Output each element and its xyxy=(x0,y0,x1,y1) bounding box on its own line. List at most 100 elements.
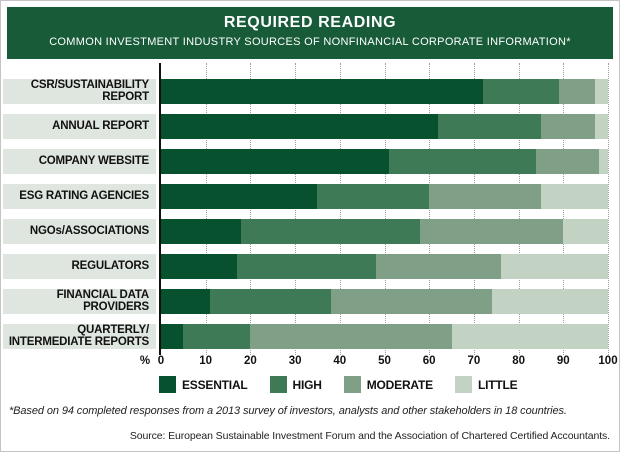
bar-segment-little xyxy=(451,324,608,349)
legend-label: ESSENTIAL xyxy=(182,377,248,392)
chart-row: ESG RATING AGENCIES xyxy=(1,184,619,209)
bar-segment-moderate xyxy=(536,149,600,174)
category-label: CSR/SUSTAINABILITY REPORT xyxy=(3,79,156,104)
stacked-bar xyxy=(161,289,608,314)
legend-item: MODERATE xyxy=(343,376,433,393)
gridline xyxy=(608,63,609,355)
x-tick-label: 60 xyxy=(422,355,436,367)
bar-segment-essential xyxy=(161,324,184,349)
bar-segment-little xyxy=(594,114,608,139)
legend-swatch xyxy=(159,376,176,393)
x-tick-label: 0 xyxy=(157,355,165,367)
bar-segment-moderate xyxy=(420,219,564,244)
bar-segment-essential xyxy=(161,184,318,209)
legend-label: LITTLE xyxy=(477,377,518,392)
category-label: NGOs/ASSOCIATIONS xyxy=(3,219,156,244)
y-axis-line xyxy=(159,63,161,355)
percent-axis-label: % xyxy=(139,355,151,367)
legend: ESSENTIAL HIGH MODERATE LITTLE xyxy=(159,376,518,393)
x-tick-label: 50 xyxy=(378,355,391,367)
bar-segment-moderate xyxy=(375,254,501,279)
chart-row: QUARTERLY/ INTERMEDIATE REPORTS xyxy=(1,324,619,349)
chart-row: NGOs/ASSOCIATIONS xyxy=(1,219,619,244)
bar-segment-little xyxy=(540,184,608,209)
legend-swatch xyxy=(454,376,472,393)
legend-label: MODERATE xyxy=(366,377,433,392)
bar-segment-little xyxy=(491,289,608,314)
gridline xyxy=(250,63,252,355)
bar-segment-moderate xyxy=(540,114,595,139)
gridline xyxy=(205,63,207,355)
bar-segment-moderate xyxy=(330,289,492,314)
bar-segment-essential xyxy=(161,289,211,314)
bar-segment-high xyxy=(183,324,251,349)
bar-segment-high xyxy=(317,184,430,209)
stacked-bar xyxy=(161,219,608,244)
footnote: *Based on 94 completed responses from a … xyxy=(9,405,567,417)
bar-segment-essential xyxy=(161,254,237,279)
bar-segment-essential xyxy=(161,219,242,244)
chart-row: FINANCIAL DATA PROVIDERS xyxy=(1,289,619,314)
stacked-bar xyxy=(161,149,608,174)
stacked-bar xyxy=(161,114,608,139)
x-tick-label: 10 xyxy=(199,355,213,367)
bar-segment-high xyxy=(236,254,376,279)
x-tick-label: 90 xyxy=(556,355,570,367)
bar-segment-essential xyxy=(161,149,389,174)
category-label: REGULATORS xyxy=(3,254,156,279)
category-label: COMPANY WEBSITE xyxy=(3,149,156,174)
legend-label: HIGH xyxy=(292,377,322,392)
category-label: ESG RATING AGENCIES xyxy=(3,184,156,209)
legend-swatch xyxy=(343,376,361,393)
category-label: ANNUAL REPORT xyxy=(3,114,156,139)
stacked-bar xyxy=(161,79,608,104)
gridline xyxy=(429,63,431,355)
legend-item: ESSENTIAL xyxy=(159,376,248,393)
gridline xyxy=(339,63,341,355)
gridline xyxy=(518,63,520,355)
x-tick-label: 30 xyxy=(288,355,302,367)
category-label: FINANCIAL DATA PROVIDERS xyxy=(3,289,156,314)
source-credit: Source: European Sustainable Investment … xyxy=(129,430,610,442)
bar-segment-high xyxy=(388,149,537,174)
gridline xyxy=(295,63,297,355)
legend-item: LITTLE xyxy=(454,376,518,393)
bar-segment-essential xyxy=(161,114,439,139)
bar-segment-little xyxy=(599,149,608,174)
bar-segment-little xyxy=(563,219,608,244)
bar-segment-moderate xyxy=(558,79,595,104)
bar-segment-high xyxy=(241,219,421,244)
bar-segment-high xyxy=(210,289,331,314)
x-tick-label: 20 xyxy=(243,355,257,367)
x-tick-label: 80 xyxy=(512,355,525,367)
chart-title: REQUIRED READING xyxy=(223,14,397,31)
category-label: QUARTERLY/ INTERMEDIATE REPORTS xyxy=(3,324,156,349)
legend-swatch xyxy=(269,376,287,393)
bar-segment-high xyxy=(482,79,559,104)
chart-subtitle: COMMON INVESTMENT INDUSTRY SOURCES OF NO… xyxy=(49,36,571,48)
chart-row: REGULATORS xyxy=(1,254,619,279)
legend-item: HIGH xyxy=(269,376,322,393)
stacked-bar xyxy=(161,324,608,349)
gridline xyxy=(563,63,565,355)
x-tick-label: 70 xyxy=(467,355,481,367)
plot-area: CSR/SUSTAINABILITY REPORT ANNUAL REPORT CO… xyxy=(1,59,619,355)
bar-segment-high xyxy=(438,114,541,139)
stacked-bar xyxy=(161,184,608,209)
gridline xyxy=(473,63,475,355)
header-banner: REQUIRED READING COMMON INVESTMENT INDUS… xyxy=(7,7,613,59)
chart-row: COMPANY WEBSITE xyxy=(1,149,619,174)
chart-row: CSR/SUSTAINABILITY REPORT xyxy=(1,79,619,104)
bar-segment-moderate xyxy=(250,324,452,349)
x-tick-label: 100 xyxy=(598,355,618,367)
gridline xyxy=(384,63,386,355)
chart-row: ANNUAL REPORT xyxy=(1,114,619,139)
bar-segment-little xyxy=(594,79,608,104)
x-axis-tick-labels: 0 10 20 30 40 50 60 70 80 90 100 xyxy=(1,355,619,371)
stacked-bar xyxy=(161,254,608,279)
bar-segment-essential xyxy=(161,79,483,104)
x-tick-label: 40 xyxy=(333,355,347,367)
bar-segment-moderate xyxy=(429,184,541,209)
bar-segment-little xyxy=(500,254,608,279)
